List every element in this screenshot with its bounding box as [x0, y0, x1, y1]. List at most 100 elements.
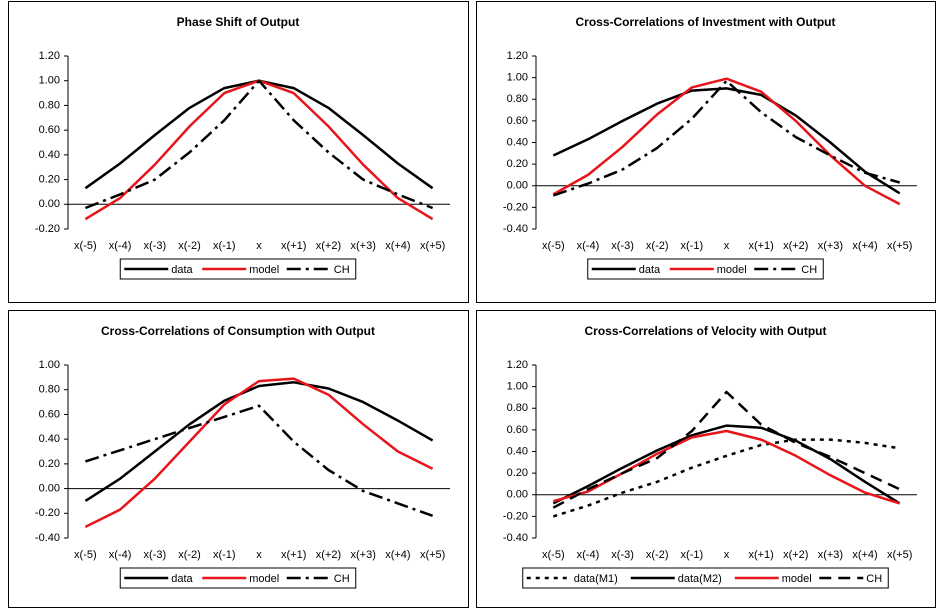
x-tick-label: x: [256, 240, 262, 252]
y-tick-label: 0.80: [39, 99, 60, 111]
x-tick-label: x(+5): [420, 549, 445, 561]
y-tick-label: 0.60: [507, 115, 528, 127]
series-line: [84, 381, 434, 502]
y-tick-label: -0.40: [503, 532, 528, 544]
chart-title: Phase Shift of Output: [177, 15, 300, 29]
x-tick-label: x(-3): [144, 240, 167, 252]
x-tick-label: x(+3): [818, 549, 843, 561]
series-line: [84, 377, 434, 529]
y-tick-label: 1.20: [507, 359, 528, 371]
y-tick-label: 0.60: [507, 424, 528, 436]
y-tick-label: 0.60: [39, 408, 60, 420]
x-tick-label: x(+5): [420, 240, 445, 252]
legend-label: CH: [334, 264, 350, 276]
y-tick-label: 0.40: [507, 445, 528, 457]
legend-label: data: [171, 573, 193, 585]
y-tick-label: -0.40: [35, 532, 60, 544]
x-tick-label: x(+2): [316, 549, 341, 561]
y-tick-label: 1.00: [39, 75, 60, 87]
legend-label: CH: [334, 573, 350, 585]
x-tick-label: x(-3): [611, 549, 634, 561]
series-line: [552, 79, 901, 197]
y-tick-label: 1.20: [507, 50, 528, 62]
panel-border: [476, 1, 936, 303]
series-line: [552, 87, 901, 195]
chart-panel: Cross-Correlations of Investment with Ou…: [476, 1, 936, 303]
y-tick-label: -0.20: [503, 510, 528, 522]
x-tick-label: x(-1): [681, 549, 704, 561]
x-tick-label: x(-1): [213, 240, 236, 252]
legend-label: data: [171, 264, 193, 276]
y-tick-label: 0.20: [507, 158, 528, 170]
x-tick-label: x(-5): [542, 240, 565, 252]
y-tick-label: -0.20: [35, 223, 60, 235]
x-tick-label: x(-1): [213, 549, 236, 561]
x-tick-label: x(+5): [887, 549, 912, 561]
x-tick-label: x(-2): [178, 240, 201, 252]
chart-title: Cross-Correlations of Investment with Ou…: [575, 15, 835, 29]
y-tick-label: 0.80: [39, 384, 60, 396]
y-tick-label: 0.40: [39, 433, 60, 445]
x-tick-label: x(+4): [385, 549, 410, 561]
legend-label: CH: [866, 573, 882, 585]
legend-label: model: [782, 573, 812, 585]
y-tick-label: 0.20: [39, 458, 60, 470]
x-tick-label: x(+1): [748, 240, 773, 252]
x-tick-label: x(-3): [611, 240, 634, 252]
x-tick-label: x(+4): [385, 240, 410, 252]
legend-label: CH: [801, 264, 817, 276]
y-tick-label: 1.20: [39, 50, 60, 62]
series-line: [552, 390, 901, 509]
y-tick-label: 0.40: [39, 149, 60, 161]
x-tick-label: x(+1): [748, 549, 773, 561]
chart-panel: Cross-Correlations of Consumption with O…: [8, 310, 469, 608]
legend-label: data: [639, 264, 661, 276]
y-tick-label: 0.20: [39, 173, 60, 185]
x-tick-label: x(-2): [178, 549, 201, 561]
x-tick-label: x(+3): [350, 549, 375, 561]
series-line: [552, 438, 900, 518]
x-tick-label: x(-2): [646, 240, 669, 252]
y-tick-label: 0.40: [507, 136, 528, 148]
legend-label: model: [717, 264, 747, 276]
y-tick-label: 0.80: [507, 93, 528, 105]
x-tick-label: x(-2): [646, 549, 669, 561]
x-tick-label: x(-5): [542, 549, 565, 561]
x-tick-label: x: [724, 240, 730, 252]
legend-label: model: [249, 264, 279, 276]
x-tick-label: x(-3): [144, 549, 167, 561]
chart-panel: Phase Shift of Output -0.20 0.00 0.20 0.40 0.…: [8, 1, 469, 303]
y-tick-label: 0.00: [507, 180, 528, 192]
x-tick-label: x(+5): [887, 240, 912, 252]
x-tick-label: x(+2): [783, 549, 808, 561]
x-tick-label: x(-1): [681, 240, 704, 252]
chart-title: Cross-Correlations of Velocity with Outp…: [584, 324, 826, 338]
x-tick-label: x(+2): [316, 240, 341, 252]
y-tick-label: 1.00: [39, 359, 60, 371]
y-tick-label: 0.80: [507, 402, 528, 414]
panel-border: [476, 310, 936, 608]
x-tick-label: x(+3): [350, 240, 375, 252]
y-tick-label: 0.00: [507, 489, 528, 501]
x-tick-label: x(-4): [577, 240, 600, 252]
x-tick-label: x(+2): [783, 240, 808, 252]
chart-panel: Cross-Correlations of Velocity with Outp…: [476, 310, 936, 608]
y-tick-label: 0.00: [39, 482, 60, 494]
x-tick-label: x(+4): [852, 240, 877, 252]
legend-label: data(M2): [678, 573, 722, 585]
panel-border: [8, 1, 469, 303]
series-line: [85, 404, 434, 517]
x-tick-label: x(+3): [818, 240, 843, 252]
legend-label: model: [249, 573, 279, 585]
y-tick-label: -0.20: [35, 507, 60, 519]
series-line: [552, 424, 901, 505]
y-tick-label: 1.00: [507, 381, 528, 393]
x-tick-label: x(+4): [852, 549, 877, 561]
x-tick-label: x(-5): [74, 240, 97, 252]
y-tick-label: -0.40: [503, 223, 528, 235]
x-tick-label: x: [724, 549, 730, 561]
chart-title: Cross-Correlations of Consumption with O…: [101, 324, 375, 338]
series-line: [552, 77, 901, 206]
x-tick-label: x(-5): [74, 549, 97, 561]
